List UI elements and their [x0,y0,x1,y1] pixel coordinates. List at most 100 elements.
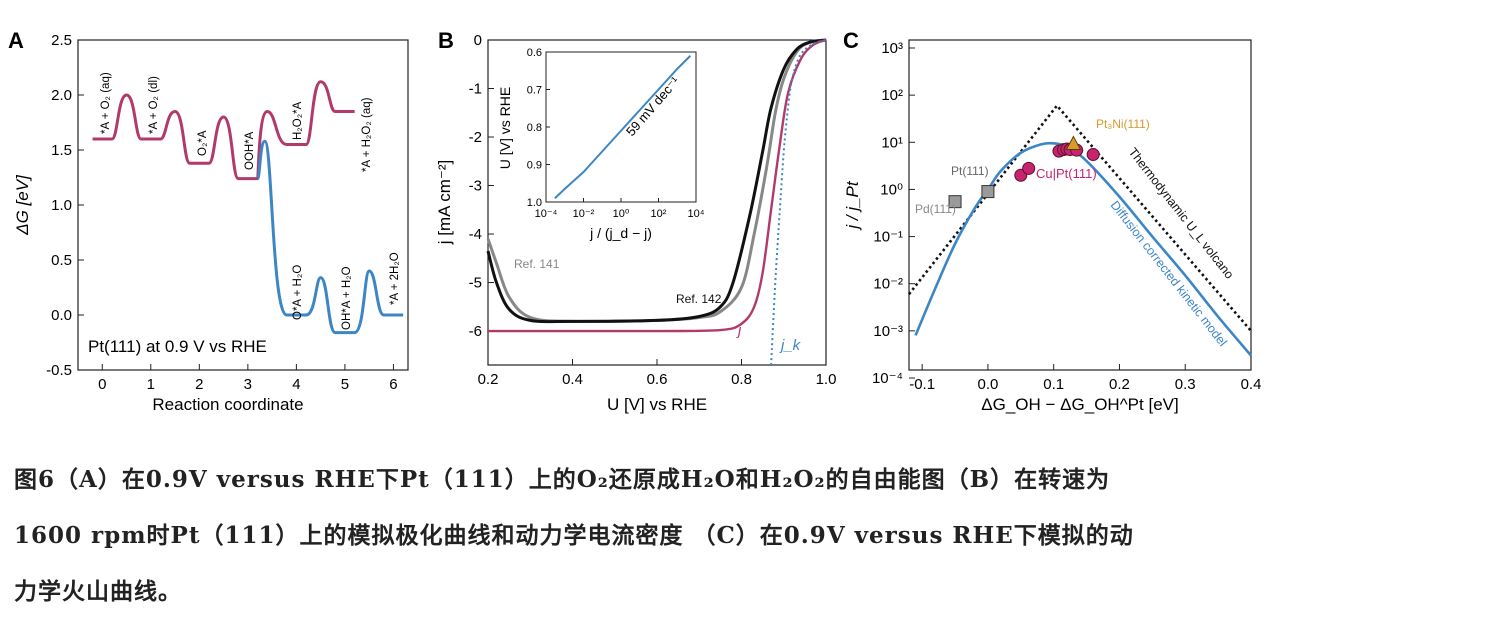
energy-path-h2o2 [92,80,355,181]
panel-c-xtick-label: 0.2 [1109,376,1130,393]
panel-b-yticks: 0 -1 -2 -3 -4 -5 -6 [469,32,494,340]
panel-a-letter: A [8,28,24,53]
label-pt111: Pt(111) [951,164,989,178]
inset-ytick-label: 1.0 [527,197,542,209]
label-kinetic: Diffusion corrected kinetic model [1108,198,1230,349]
figure: A -0.5 0.0 0.5 1.0 1.5 2.0 2.5 0 1 2 3 4 5 6 ΔG [eV]… [8,28,1261,414]
panel-c-xticks: -0.1 0.0 0.1 0.2 0.3 0.4 [909,364,1261,393]
label-cupt: Cu|Pt(111) [1036,166,1097,181]
panel-b-xtick-label: 0.8 [731,371,752,388]
panel-a-xlabel: Reaction coordinate [152,395,303,414]
panel-b-letter: B [438,28,454,53]
inset-xtick-label: 10⁴ [688,208,705,220]
panel-b-xtick-label: 0.4 [562,371,583,388]
panel-b-ytick-label: -3 [469,178,482,195]
panel-a-ytick-label: 2.5 [51,32,72,49]
state-label-a-h2o2-aq: *A + H₂O₂ (aq) [361,97,373,172]
inset-tafel-line [554,55,692,199]
panel-b-ytick-label: -2 [469,129,482,146]
inset-xticks: 10⁻⁴ 10⁻² 10⁰ 10² 10⁴ [535,198,705,220]
panel-b-ylabel: j [mA cm⁻²] [435,160,454,246]
inset-ytick-label: 0.7 [527,85,542,97]
inset-xtick-label: 10⁰ [613,208,630,220]
panel-a-xtick-label: 0 [98,376,106,393]
panel-b-inset: 0.6 0.7 0.8 0.9 1.0 10⁻⁴ 10⁻² 10⁰ 10² 10⁴ U [V] … [497,47,705,241]
curve-ref-142 [486,38,827,324]
panel-b-xlabel: U [V] vs RHE [607,395,707,414]
state-label-oa-h2o: O*A + H₂O [292,265,304,320]
inset-ytick-label: 0.9 [527,160,542,172]
curve-ref-141 [486,38,827,323]
kinetic-model-curve [914,141,1252,357]
caption-line-1: 图6（A）在0.9V versus RHE下Pt（111）上的O₂还原成H₂O和… [14,466,1111,493]
panel-a-xtick-label: 1 [147,376,155,393]
caption-line-3: 力学火山曲线。 [14,578,182,605]
panel-a-xtick-label: 4 [292,376,300,393]
panel-a-ytick-label: 1.0 [51,197,72,214]
data-point-square [981,185,995,199]
label-thermodynamic: Thermodynamic U_L volcano [1126,145,1237,281]
inset-xtick-label: 10² [651,208,667,220]
panel-c-xlabel: ΔG_OH − ΔG_OH^Pt [eV] [981,395,1178,414]
panel-b-xtick-label: 0.2 [478,371,499,388]
panel-a-frame [77,39,409,371]
figure-caption: 图6（A）在0.9V versus RHE下Pt（111）上的O₂还原成H₂O和… [14,452,1484,620]
inset-yticks: 0.6 0.7 0.8 0.9 1.0 [527,47,550,209]
panel-c-yticks: 10⁻⁴ 10⁻³ 10⁻² 10⁻¹ 10⁰ 10¹ 10² 10³ [872,40,915,387]
panel-c-points [948,135,1100,209]
panel-c-xtick-label: 0.0 [977,376,998,393]
inset-xtick-label: 10⁻² [573,208,595,220]
panel-c-ytick-label: 10⁰ [880,181,903,198]
state-label-oha-h2o: OH*A + H₂O [341,266,353,330]
panel-b-xticks: 0.2 0.4 0.6 0.8 1.0 [478,359,837,388]
panel-c-ylabel: j / j_Pt [843,180,862,231]
label-jk: j_k [779,337,802,354]
panel-c-xtick-label: 0.4 [1241,376,1262,393]
inset-ylabel: U [V] vs RHE [497,87,513,169]
panel-a-xticks: 0 1 2 3 4 5 6 [98,364,398,393]
curve-j [487,38,827,333]
panel-a-ytick-label: 2.0 [51,87,72,104]
data-point-square [948,195,962,209]
panel-b-ytick-label: 0 [474,32,482,49]
label-pd111: Pd(111) [915,202,956,216]
state-label-h2o2a: H₂O₂*A [292,101,304,140]
panel-a-ytick-label: 0.0 [51,307,72,324]
panel-b-ytick-label: -6 [469,323,482,340]
panel-b-ytick-label: -5 [469,275,482,292]
panel-a-ylabel: ΔG [eV] [13,174,32,236]
panel-a-xtick-label: 3 [244,376,252,393]
panel-c-ytick-label: 10⁻⁴ [872,370,903,387]
state-label-o2a: O₂*A [197,130,209,156]
panel-c-ytick-label: 10¹ [881,134,903,151]
panel-c-ytick-label: 10³ [881,40,903,57]
state-label-a-o2-aq: *A + O₂ (aq) [100,72,112,134]
panel-c-ytick-label: 10² [881,87,903,104]
inset-xlabel: j / (j_d − j) [589,225,652,241]
state-label-a-2h2o: *A + 2H₂O [389,252,401,305]
state-label-oooha: OOH*A [244,131,256,170]
panel-c-xtick-label: 0.3 [1175,376,1196,393]
panel-c-ytick-label: 10⁻¹ [873,229,903,246]
label-ref-141: Ref. 141 [514,257,560,271]
panel-a-annotation: Pt(111) at 0.9 V vs RHE [88,337,267,356]
panel-b: B 0 -1 -2 -3 -4 -5 -6 0.2 0.4 0.6 0.8 1.0 j [mA cm… [435,28,836,414]
data-point-cupt [1086,148,1100,162]
panel-b-ytick-label: -4 [469,226,482,243]
panel-a-ytick-label: 1.5 [51,142,72,159]
inset-ytick-label: 0.8 [527,122,542,134]
panel-b-xtick-label: 1.0 [816,371,837,388]
panel-c-frame [908,39,1252,371]
energy-path-h2o [256,139,404,335]
data-point-pt3ni [1065,135,1082,150]
thermodynamic-volcano [907,103,1252,332]
panel-c: C 10⁻⁴ 10⁻³ 10⁻² 10⁻¹ 10⁰ 10¹ 10² 10³ -0.1 0.0 0.… [843,28,1261,414]
panel-b-ytick-label: -1 [469,81,482,98]
panel-a-ytick-label: -0.5 [46,362,72,379]
curve-jk [770,39,827,366]
inset-frame [545,51,697,203]
panel-c-xtick-label: 0.1 [1043,376,1064,393]
label-ref-142: Ref. 142 [676,292,722,306]
panel-a-xtick-label: 6 [389,376,397,393]
panel-b-xtick-label: 0.6 [647,371,668,388]
